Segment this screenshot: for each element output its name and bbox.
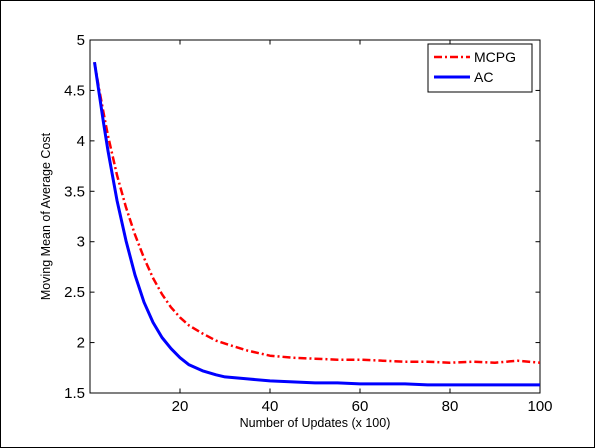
x-tick-label: 20 [172,398,189,415]
plot-area [89,39,541,394]
y-tick-label: 2 [77,335,85,352]
axis-ticks: 1.5 2 2.5 3 3.5 4 4.5 5 20 40 60 80 100 [64,32,552,415]
y-tick-label: 5 [77,32,85,49]
y-tick-label: 1.5 [64,385,85,402]
x-tick-label: 60 [352,398,369,415]
x-tick-label: 100 [527,398,552,415]
x-tick-label: 40 [262,398,279,415]
x-tick-label: 80 [442,398,459,415]
series-line-ac [93,61,540,387]
y-axis-label: Moving Mean of Average Cost [39,132,53,300]
x-axis-label: Number of Updates (x 100) [240,416,391,430]
y-tick-label: 3.5 [64,183,85,200]
y-tick-label: 3 [77,234,85,251]
y-tick-label: 4.5 [64,82,85,99]
series-line-mcpg [93,61,541,364]
y-tick-label: 2.5 [64,284,85,301]
legend-label-ac: AC [474,69,493,85]
y-tick-label: 4 [77,133,85,150]
legend: MCPG AC [427,43,533,93]
series-lines [93,61,541,387]
legend-box [427,43,533,93]
legend-label-mcpg: MCPG [474,49,516,65]
